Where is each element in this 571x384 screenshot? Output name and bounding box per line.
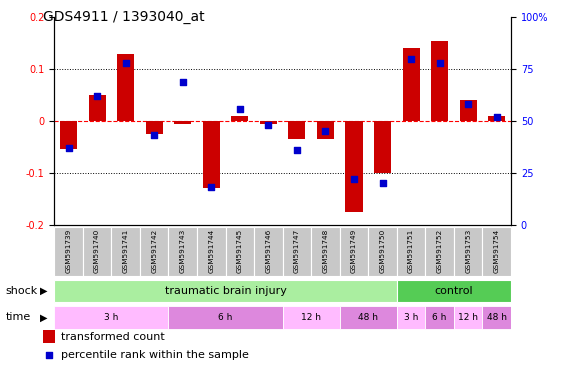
Bar bbox=[60, 121, 77, 149]
Text: GSM591750: GSM591750 bbox=[380, 229, 385, 273]
Point bbox=[207, 184, 216, 190]
Text: 12 h: 12 h bbox=[458, 313, 478, 322]
Point bbox=[264, 122, 273, 128]
Point bbox=[93, 93, 102, 99]
Text: GSM591749: GSM591749 bbox=[351, 229, 357, 273]
Bar bbox=[374, 121, 391, 173]
Point bbox=[178, 78, 187, 84]
Bar bbox=[283, 306, 340, 329]
Text: ▶: ▶ bbox=[40, 286, 47, 296]
Point bbox=[321, 128, 330, 134]
Bar bbox=[111, 227, 140, 276]
Text: ▶: ▶ bbox=[40, 312, 47, 323]
Text: GDS4911 / 1393040_at: GDS4911 / 1393040_at bbox=[43, 10, 204, 23]
Bar bbox=[43, 330, 55, 344]
Bar bbox=[454, 227, 482, 276]
Bar bbox=[397, 280, 511, 302]
Bar bbox=[368, 227, 397, 276]
Text: time: time bbox=[6, 312, 31, 323]
Bar bbox=[345, 121, 363, 212]
Text: GSM591747: GSM591747 bbox=[294, 229, 300, 273]
Text: 48 h: 48 h bbox=[486, 313, 507, 322]
Text: 12 h: 12 h bbox=[301, 313, 321, 322]
Point bbox=[349, 176, 359, 182]
Bar bbox=[54, 306, 168, 329]
Text: GSM591744: GSM591744 bbox=[208, 229, 214, 273]
Bar bbox=[231, 116, 248, 121]
Bar bbox=[311, 227, 340, 276]
Text: GSM591746: GSM591746 bbox=[266, 229, 271, 273]
Text: transformed count: transformed count bbox=[61, 332, 165, 342]
Text: control: control bbox=[435, 286, 473, 296]
Text: GSM591753: GSM591753 bbox=[465, 229, 471, 273]
Bar bbox=[431, 41, 448, 121]
Bar bbox=[397, 227, 425, 276]
Text: GSM591739: GSM591739 bbox=[66, 229, 71, 273]
Bar bbox=[54, 280, 397, 302]
Bar bbox=[54, 227, 83, 276]
Bar bbox=[168, 306, 283, 329]
Text: traumatic brain injury: traumatic brain injury bbox=[164, 286, 287, 296]
Point bbox=[334, 273, 343, 279]
Text: shock: shock bbox=[6, 286, 38, 296]
Bar bbox=[174, 121, 191, 124]
Text: 6 h: 6 h bbox=[218, 313, 233, 322]
Bar bbox=[425, 227, 454, 276]
Bar bbox=[288, 121, 305, 139]
Bar bbox=[340, 227, 368, 276]
Bar bbox=[454, 306, 482, 329]
Text: GSM591751: GSM591751 bbox=[408, 229, 414, 273]
Bar bbox=[83, 227, 111, 276]
Bar bbox=[397, 306, 425, 329]
Point bbox=[292, 147, 301, 153]
Bar bbox=[197, 227, 226, 276]
Text: percentile rank within the sample: percentile rank within the sample bbox=[61, 350, 249, 360]
Point bbox=[378, 180, 387, 186]
Text: GSM591743: GSM591743 bbox=[180, 229, 186, 273]
Point bbox=[492, 114, 501, 120]
Point bbox=[407, 56, 416, 62]
Text: 3 h: 3 h bbox=[104, 313, 119, 322]
Bar bbox=[146, 121, 163, 134]
Bar bbox=[317, 121, 334, 139]
Bar bbox=[168, 227, 197, 276]
Bar bbox=[482, 306, 511, 329]
Bar bbox=[283, 227, 311, 276]
Bar bbox=[254, 227, 283, 276]
Bar bbox=[89, 95, 106, 121]
Bar bbox=[226, 227, 254, 276]
Bar bbox=[488, 116, 505, 121]
Point bbox=[121, 60, 130, 66]
Text: GSM591740: GSM591740 bbox=[94, 229, 100, 273]
Bar bbox=[117, 54, 134, 121]
Bar bbox=[460, 100, 477, 121]
Bar bbox=[403, 48, 420, 121]
Bar bbox=[140, 227, 168, 276]
Bar bbox=[340, 306, 397, 329]
Bar bbox=[482, 227, 511, 276]
Point bbox=[64, 145, 73, 151]
Text: GSM591754: GSM591754 bbox=[494, 229, 500, 273]
Text: 3 h: 3 h bbox=[404, 313, 419, 322]
Text: GSM591752: GSM591752 bbox=[437, 229, 443, 273]
Bar bbox=[425, 306, 454, 329]
Text: GSM591741: GSM591741 bbox=[123, 229, 128, 273]
Text: GSM591745: GSM591745 bbox=[237, 229, 243, 273]
Text: GSM591742: GSM591742 bbox=[151, 229, 157, 273]
Point bbox=[235, 106, 244, 112]
Text: 48 h: 48 h bbox=[358, 313, 379, 322]
Bar bbox=[260, 121, 277, 124]
Point bbox=[435, 60, 444, 66]
Point bbox=[150, 132, 159, 139]
Text: 6 h: 6 h bbox=[432, 313, 447, 322]
Point bbox=[464, 101, 473, 108]
Bar bbox=[203, 121, 220, 189]
Text: GSM591748: GSM591748 bbox=[323, 229, 328, 273]
